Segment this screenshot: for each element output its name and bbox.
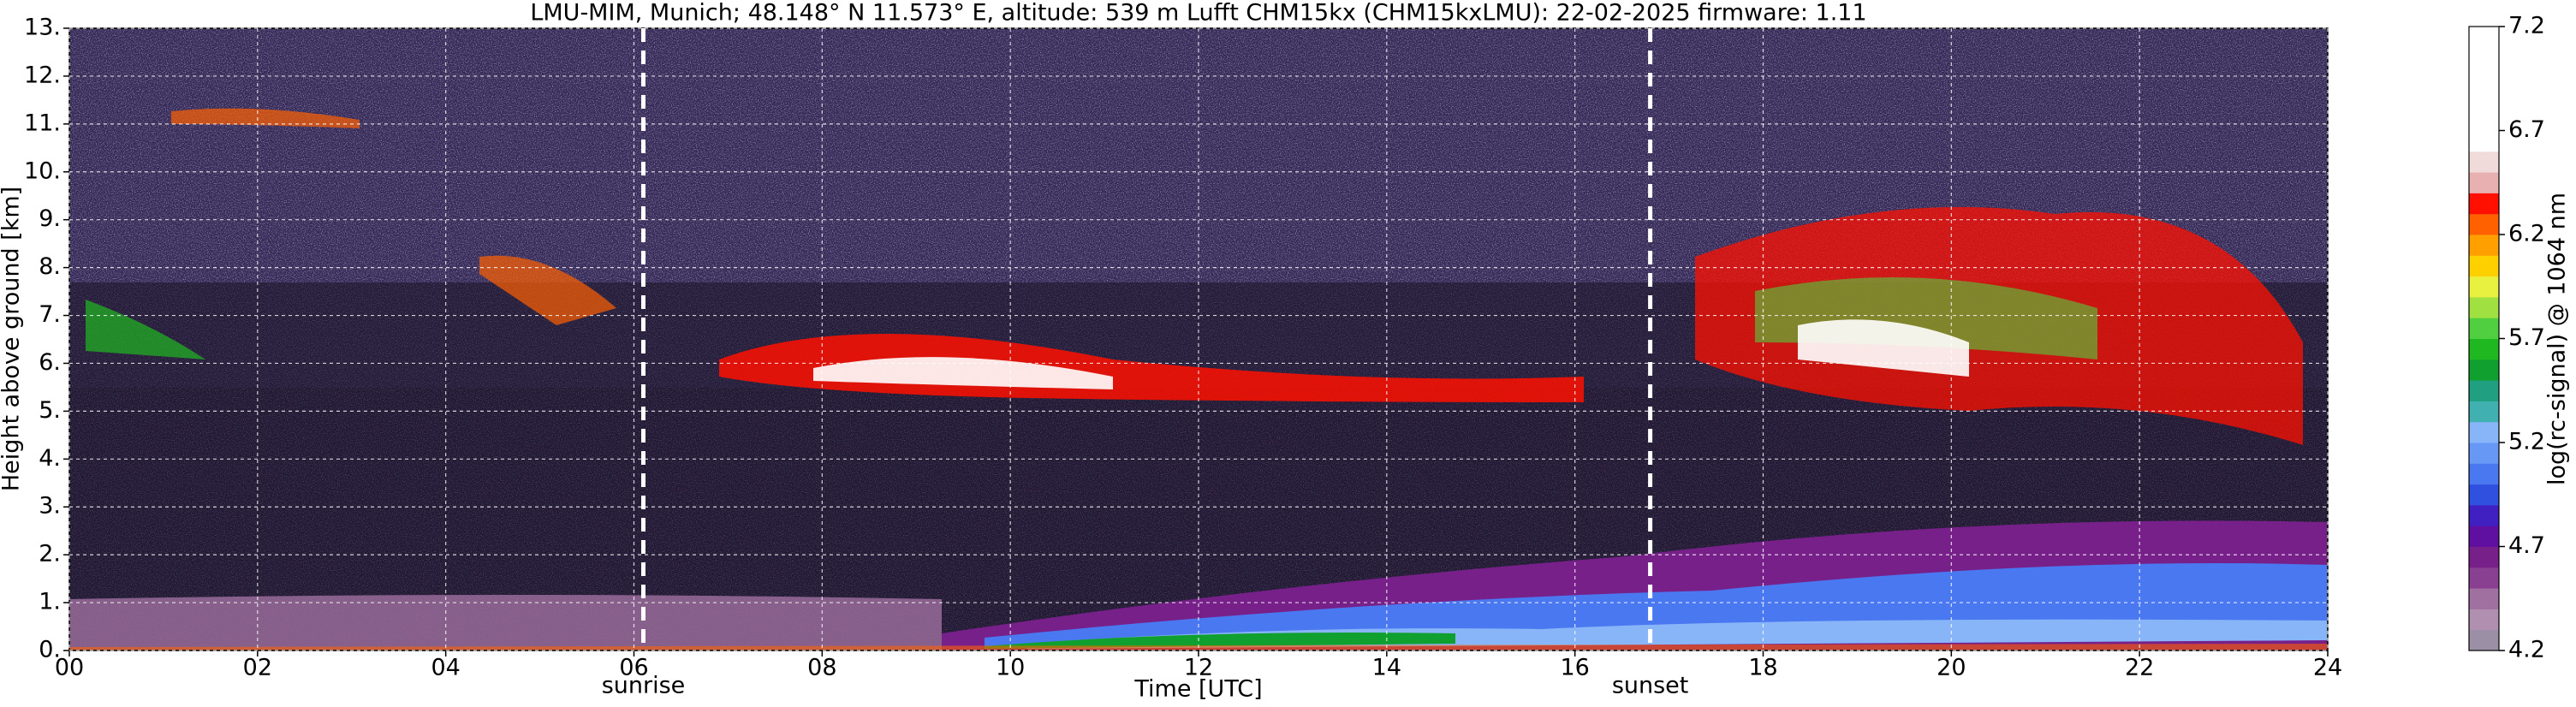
- colorbar-segment: [2469, 276, 2499, 298]
- colorbar-segment: [2469, 213, 2499, 235]
- annotation-label: sunrise: [602, 673, 686, 699]
- colorbar-segment: [2469, 68, 2499, 90]
- colorbar-tick-label: 5.7: [2508, 324, 2545, 351]
- colorbar-segment: [2469, 296, 2499, 318]
- colorbar-segment: [2469, 421, 2499, 443]
- x-tick-label: 18: [1748, 655, 1777, 681]
- colorbar-segment: [2469, 443, 2499, 464]
- chart-title: LMU-MIM, Munich; 48.148° N 11.573° E, al…: [530, 0, 1866, 27]
- y-tick-label: 5.: [39, 397, 61, 424]
- colorbar-segment: [2469, 193, 2499, 215]
- colorbar-segment: [2469, 588, 2499, 609]
- colorbar-segment: [2469, 130, 2499, 152]
- x-tick-label: 12: [1184, 655, 1213, 681]
- colorbar-segment: [2469, 401, 2499, 423]
- colorbar-segment: [2469, 338, 2499, 360]
- colorbar-segment: [2469, 27, 2499, 48]
- colorbar-segment: [2469, 609, 2499, 631]
- y-tick-label: 2.: [39, 541, 61, 567]
- y-tick-label: 4.: [39, 445, 61, 472]
- x-tick-label: 20: [1936, 655, 1966, 681]
- colorbar-segment: [2469, 255, 2499, 277]
- colorbar-tick-label: 5.2: [2508, 429, 2545, 455]
- colorbar-segment: [2469, 88, 2499, 110]
- x-tick-label: 04: [431, 655, 460, 681]
- y-axis-label: Height above ground [km]: [0, 187, 25, 491]
- y-tick-label: 6.: [39, 349, 61, 376]
- y-tick-label: 13.: [24, 15, 61, 41]
- y-tick-label: 0.: [39, 637, 61, 663]
- y-tick-label: 1.: [39, 589, 61, 615]
- colorbar-segment: [2469, 172, 2499, 193]
- y-tick-label: 7.: [39, 301, 61, 328]
- x-tick-label: 22: [2125, 655, 2154, 681]
- y-tick-label: 12.: [24, 62, 61, 88]
- colorbar-segment: [2469, 359, 2499, 381]
- y-tick-label: 9.: [39, 205, 61, 232]
- x-tick-label: 16: [1560, 655, 1589, 681]
- y-tick-label: 10.: [24, 157, 61, 184]
- colorbar-tick-label: 6.7: [2508, 116, 2545, 143]
- colorbar-segment: [2469, 504, 2499, 526]
- x-tick-label: 24: [2313, 655, 2342, 681]
- x-tick-label: 08: [807, 655, 836, 681]
- x-tick-label: 10: [996, 655, 1025, 681]
- colorbar-tick-label: 4.7: [2508, 532, 2545, 559]
- x-tick-label: 00: [55, 655, 84, 681]
- x-tick-label: 14: [1372, 655, 1401, 681]
- annotation-label: sunset: [1612, 673, 1689, 699]
- colorbar-segment: [2469, 235, 2499, 256]
- colorbar-segment: [2469, 380, 2499, 401]
- colorbar-segment: [2469, 47, 2499, 69]
- colorbar-segment: [2469, 546, 2499, 568]
- x-axis-label: Time [UTC]: [1133, 676, 1262, 703]
- colorbar-tick-label: 4.2: [2508, 637, 2545, 663]
- colorbar-segment: [2469, 526, 2499, 547]
- colorbar-tick-label: 7.2: [2508, 13, 2545, 39]
- colorbar-segment: [2469, 463, 2499, 485]
- x-tick-label: 06: [619, 655, 648, 681]
- colorbar-segment: [2469, 110, 2499, 131]
- colorbar-segment: [2469, 629, 2499, 651]
- colorbar-segment: [2469, 318, 2499, 339]
- colorbar-tick-label: 6.2: [2508, 221, 2545, 247]
- y-tick-label: 3.: [39, 493, 61, 520]
- y-tick-label: 11.: [24, 110, 61, 136]
- colorbar-label: log(rc-signal) @ 1064 nm: [2544, 193, 2571, 485]
- y-tick-label: 8.: [39, 253, 61, 280]
- colorbar-segment: [2469, 484, 2499, 506]
- colorbar-segment: [2469, 151, 2499, 173]
- colorbar-segment: [2469, 567, 2499, 589]
- x-tick-label: 02: [243, 655, 272, 681]
